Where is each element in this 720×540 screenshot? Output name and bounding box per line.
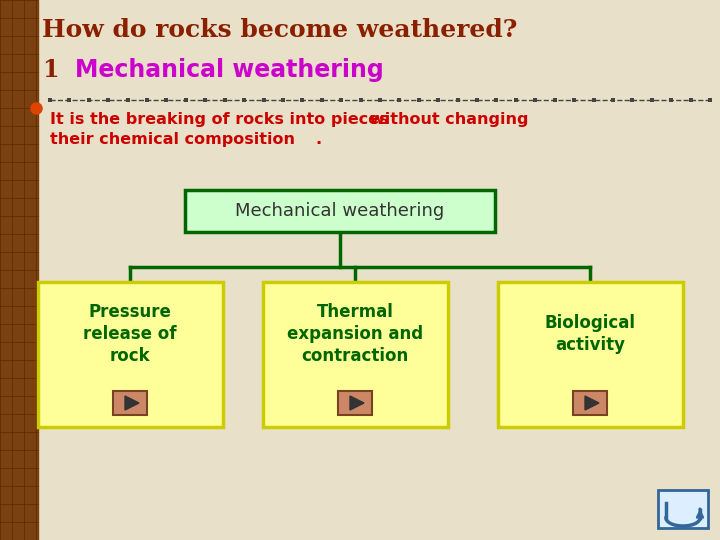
Polygon shape bbox=[585, 396, 599, 410]
Text: Pressure
release of
rock: Pressure release of rock bbox=[84, 303, 176, 365]
Polygon shape bbox=[125, 396, 139, 410]
Bar bbox=[338, 391, 372, 415]
Text: Mechanical weathering: Mechanical weathering bbox=[75, 58, 384, 82]
Text: Thermal
expansion and
contraction: Thermal expansion and contraction bbox=[287, 303, 423, 365]
Bar bbox=[37, 282, 222, 427]
Text: their chemical composition: their chemical composition bbox=[50, 132, 295, 147]
Text: Biological
activity: Biological activity bbox=[544, 314, 636, 354]
Polygon shape bbox=[350, 396, 364, 410]
Bar bbox=[658, 490, 708, 528]
Bar bbox=[185, 190, 495, 232]
Bar bbox=[113, 391, 147, 415]
Text: It is the breaking of rocks into pieces: It is the breaking of rocks into pieces bbox=[50, 112, 395, 127]
Text: 1: 1 bbox=[42, 58, 58, 82]
Text: .: . bbox=[315, 132, 321, 147]
Text: How do rocks become weathered?: How do rocks become weathered? bbox=[42, 18, 518, 42]
Bar bbox=[0, 0, 38, 540]
Bar bbox=[263, 282, 448, 427]
Text: without changing: without changing bbox=[370, 112, 528, 127]
Bar bbox=[573, 391, 607, 415]
Text: Mechanical weathering: Mechanical weathering bbox=[235, 202, 445, 220]
Bar bbox=[498, 282, 683, 427]
